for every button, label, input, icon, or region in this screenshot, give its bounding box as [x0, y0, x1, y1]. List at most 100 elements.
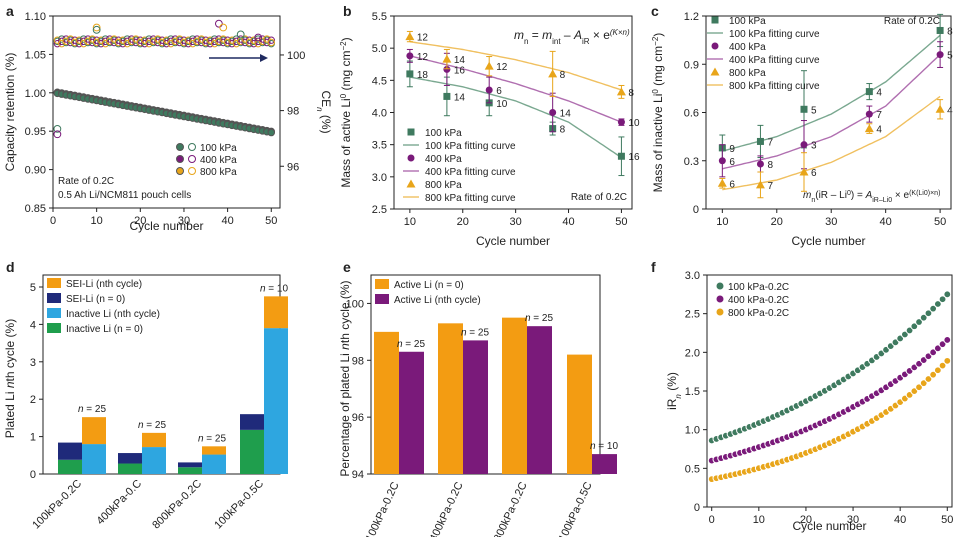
panel-a-ce-point — [149, 37, 158, 46]
panel-a-ce-outlier — [92, 25, 101, 34]
panel-a-ce-point — [145, 37, 153, 46]
panel-b-equation-data: m = m − A × e — [0, 0, 7, 1]
panel-b-x-ticklabel: 40 — [562, 216, 574, 228]
panel-b-y-ticklabel: 5.5 — [372, 11, 387, 23]
panel-a-x-ticklabel: 50 — [265, 215, 277, 227]
panel-f-point — [915, 318, 923, 326]
panel-c-legend-label: 100 kPa fitting curve — [729, 29, 820, 40]
panel-c-equation-data: m (iR − Li ) = A × e — [0, 0, 9, 1]
panel-a-legend-filled — [176, 167, 184, 175]
panel-a-ce-point — [88, 38, 96, 47]
panel-c-point-label: 3 — [811, 141, 817, 152]
panel-d-bar-sei-n0 — [58, 442, 82, 460]
panel-f-x-ticklabel: 30 — [847, 514, 859, 526]
panel-a-ce-outlier — [236, 30, 245, 39]
panel-f-legend-marker — [715, 281, 725, 291]
panel-f-point — [938, 340, 947, 349]
panel-c-ylabel: Mass of inactive Li0 (mg cm−2) — [651, 33, 666, 193]
panel-c-point — [935, 104, 945, 113]
panel-c-point-label: 6 — [811, 168, 817, 179]
panel-e-bar-n0 — [374, 331, 399, 474]
panel-letter-c: c — [651, 3, 659, 19]
panel-c-point-label: 7 — [767, 181, 773, 192]
panel-b-fit-curve — [409, 76, 622, 159]
panel-c-point-label: 4 — [876, 125, 882, 136]
panel-c-point — [756, 160, 764, 168]
panel-a-ce-point — [210, 39, 219, 48]
panel-b-point-label: 10 — [496, 99, 508, 110]
panel-a-ce-point — [184, 39, 193, 48]
panel-f-y-ticklabel: 2.5 — [685, 309, 700, 321]
panel-e-y-ticklabel: 96 — [352, 412, 364, 424]
panel-c-point — [756, 137, 764, 145]
panel-e-bar-n0 — [438, 323, 463, 474]
panel-d-y-ticklabel: 2 — [30, 394, 36, 406]
panel-a-ce-point — [254, 37, 262, 46]
panel-b-equation: mn = mint – AiR × e(K×n) — [514, 28, 630, 46]
panel-b-point — [484, 61, 494, 70]
panel-d-category-label: 100kPa-0.5C — [212, 478, 266, 532]
panel-e-bar-nth — [527, 326, 552, 474]
panel-e-bar-nth — [592, 454, 617, 474]
panel-d-bar-inactive-nth — [264, 328, 288, 474]
panel-a-ce-point — [97, 39, 105, 48]
panel-e-legend-swatch — [375, 294, 389, 304]
panel-c-legend-marker — [710, 67, 720, 76]
panel-a-legend-filled — [176, 155, 184, 163]
panel-b-point — [548, 69, 558, 78]
panel-c-point — [718, 157, 726, 165]
panel-a-ce-point — [232, 39, 241, 48]
panel-a-ce-point — [154, 38, 162, 47]
panel-d-bar-sei-n0 — [178, 462, 202, 468]
panel-b-point — [443, 92, 451, 100]
panel-c-point-label: 9 — [729, 144, 735, 155]
panel-a-ce-point — [66, 38, 75, 47]
panel-b-legend-label: 100 kPa fitting curve — [425, 141, 516, 152]
panel-b-legend-label: 100 kPa — [425, 128, 462, 139]
panel-f-point — [924, 375, 933, 383]
panel-a-y2-ticklabel: 98 — [287, 106, 299, 118]
panel-a-note-cells: 0.5 Ah Li/NCM811 pouch cells — [58, 190, 191, 201]
panel-e-legend-label: Active Li (nth cycle) — [394, 295, 481, 306]
panel-e-bar-n0 — [502, 317, 527, 474]
panel-a-capacity-point — [267, 128, 275, 137]
panel-b-legend-marker — [407, 154, 415, 162]
panel-a-ce-point — [110, 38, 118, 47]
panel-a-ce-outlier — [53, 130, 62, 139]
panel-b-legend-label: 800 kPa fitting curve — [425, 193, 516, 204]
panel-f-point — [933, 300, 942, 308]
panel-b-legend-marker — [406, 179, 416, 188]
panel-d-bar-sei-n0 — [240, 414, 264, 430]
panel-a-ce-point — [258, 37, 267, 46]
panel-a-ce-point — [215, 37, 223, 46]
panel-d-bar-inactive-nth — [82, 444, 106, 474]
panel-b-point — [549, 109, 557, 116]
panel-f-point — [933, 366, 942, 375]
panel-a-ce-point — [53, 39, 62, 48]
panel-f-x-ticklabel: 10 — [753, 514, 765, 526]
panel-d-bar-sei-nth — [264, 296, 288, 329]
panel-d-legend-swatch — [47, 323, 61, 333]
panel-b-point — [616, 87, 626, 96]
panel-a-ce-point — [132, 38, 140, 47]
panel-a-frame — [52, 15, 281, 209]
panel-a-ce-point — [167, 37, 175, 46]
panel-b-point — [406, 70, 414, 78]
panel-b-point-label: 14 — [454, 55, 466, 66]
panel-letter-f: f — [651, 259, 656, 275]
panel-d-ylabel: Plated Li nth cycle (%) — [3, 319, 17, 438]
panel-a-ce-point — [79, 37, 88, 46]
panel-d-bar-inactive-nth — [142, 447, 166, 474]
panel-b-y-ticklabel: 3.0 — [372, 172, 387, 184]
panel-c-point — [864, 124, 874, 133]
panel-a-ce-point — [193, 37, 201, 46]
panel-a-ce-outlier — [219, 23, 228, 32]
panel-a-ylabel: Capacity retention (%) — [3, 53, 17, 172]
panel-d-category-label: 800kPa-0.2C — [150, 478, 204, 532]
panel-c-point-label: 6 — [729, 179, 735, 190]
panel-e-bar-nth — [463, 340, 488, 474]
panel-d-bar-label: n = 25 — [138, 420, 167, 431]
panel-b-legend-marker — [407, 128, 415, 136]
panel-e-bar-nth — [399, 351, 424, 474]
